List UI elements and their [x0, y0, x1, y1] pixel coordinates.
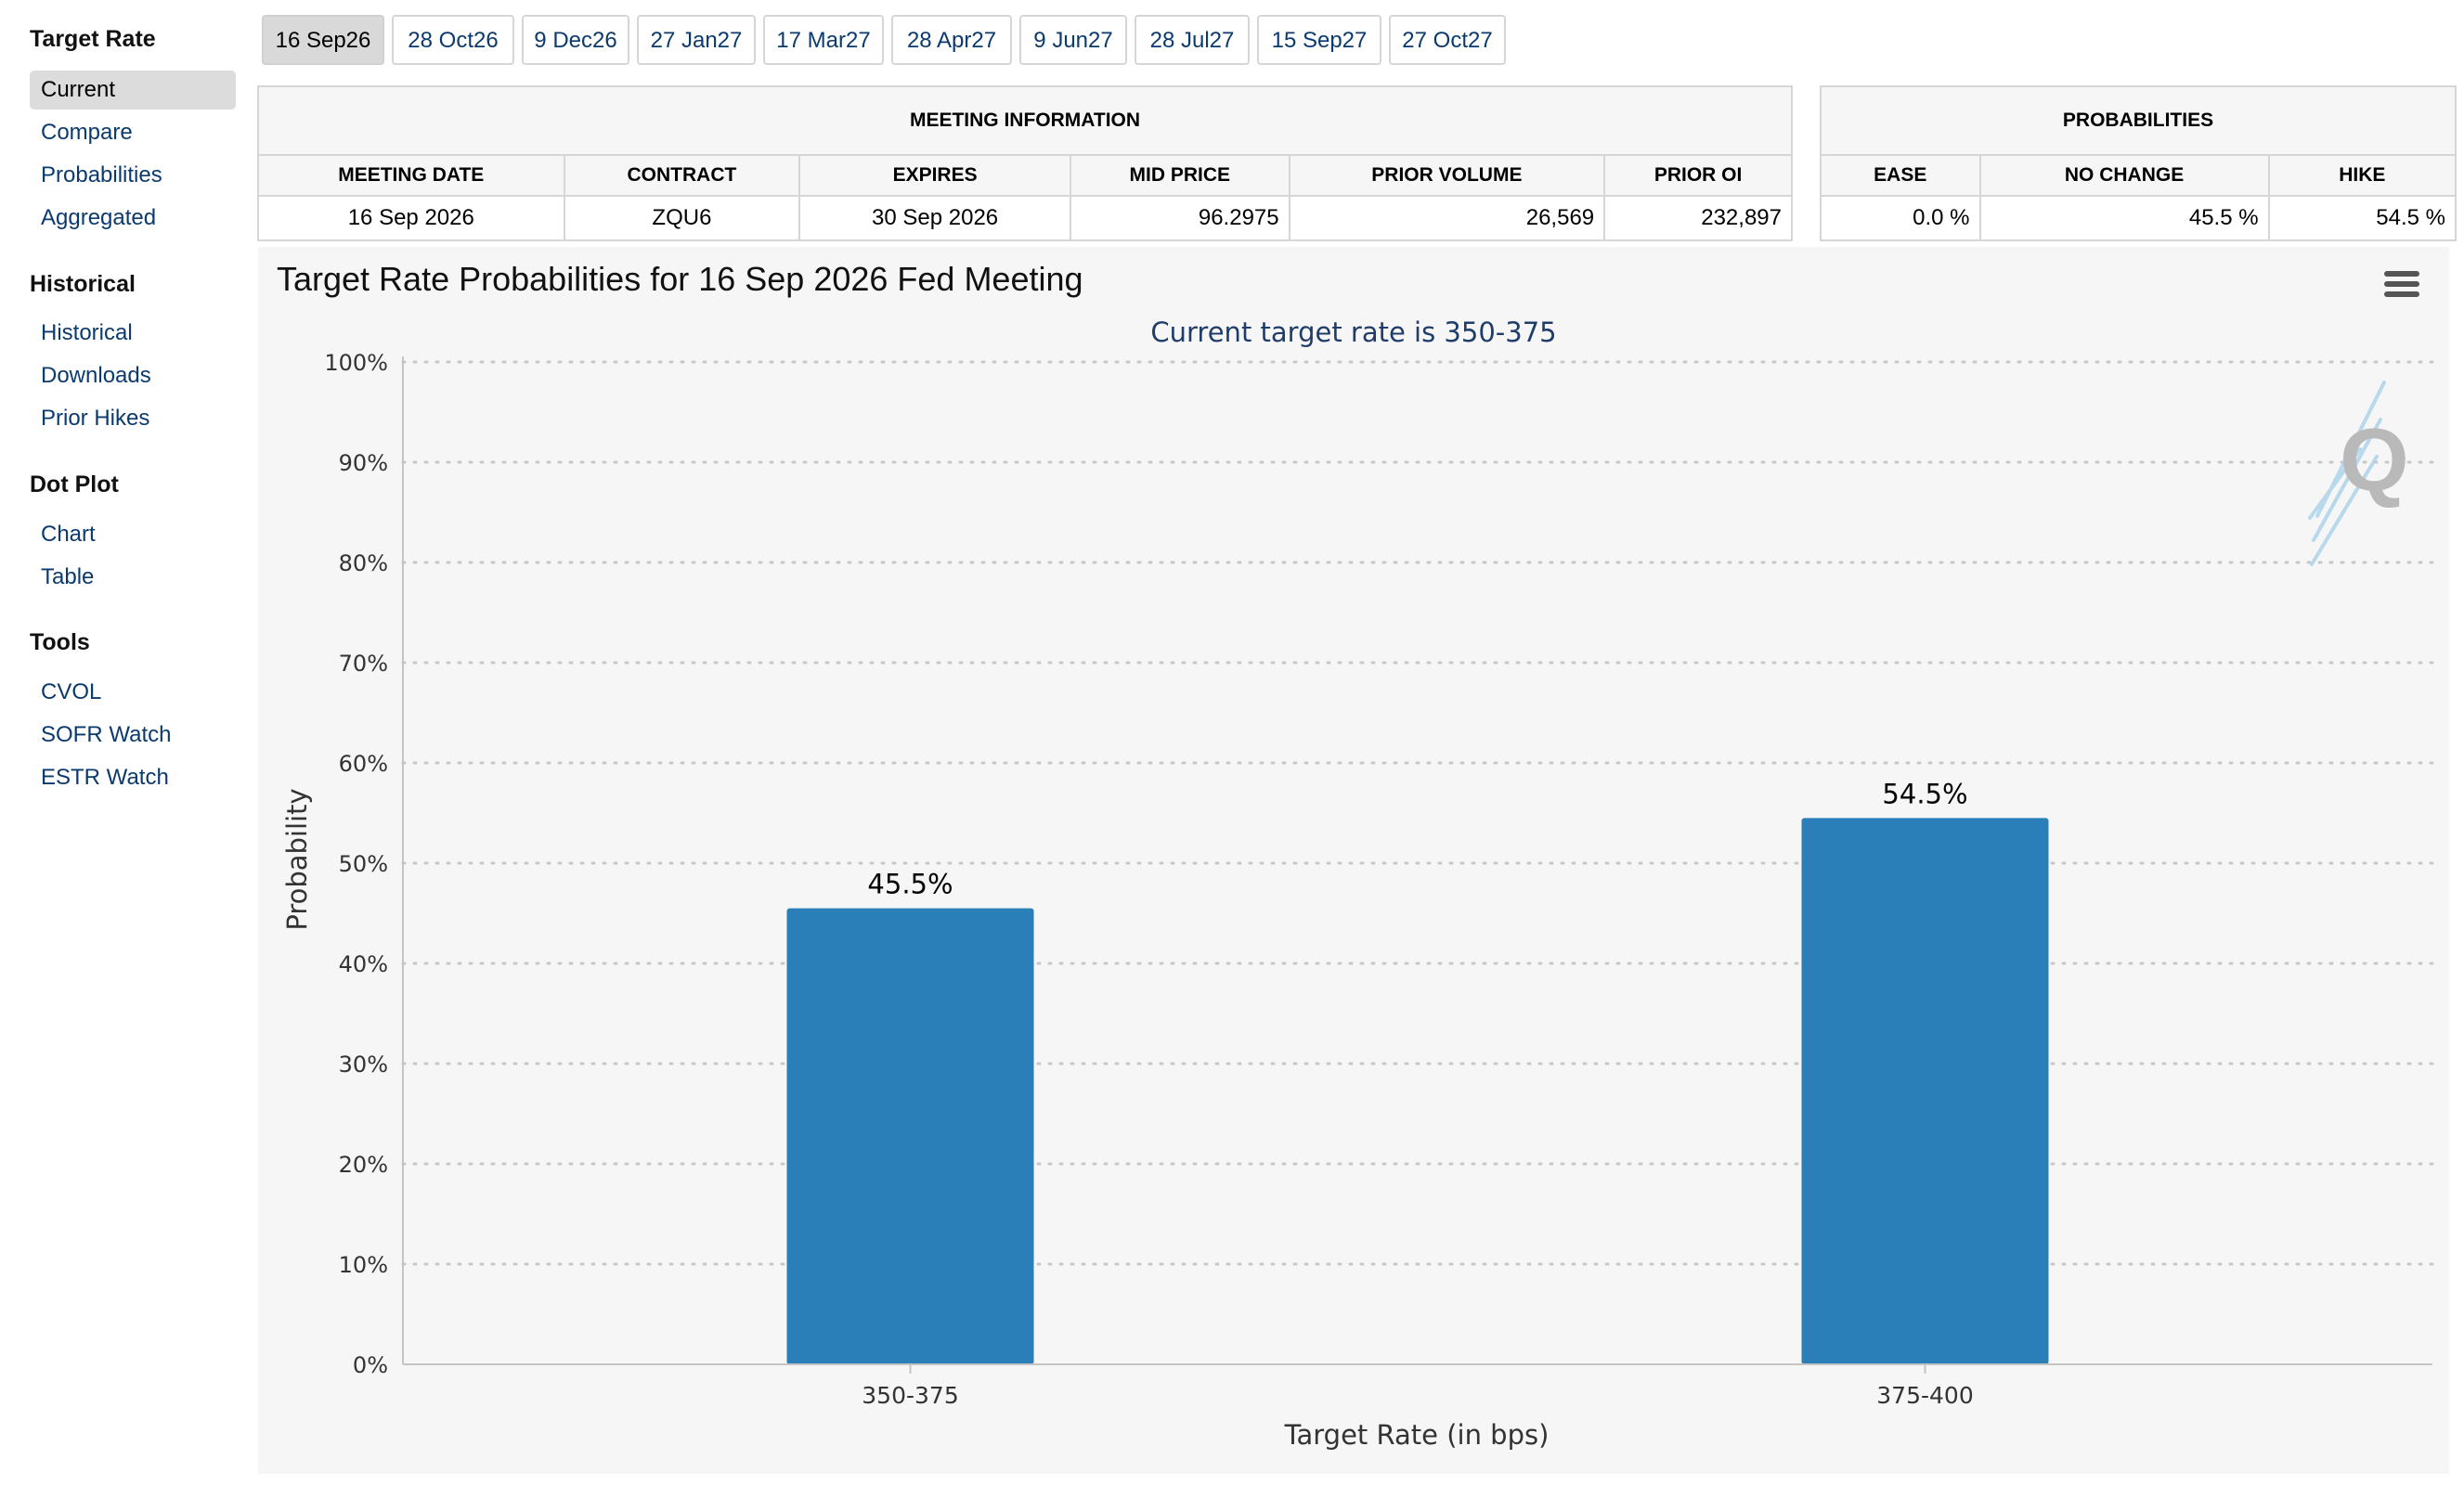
- sidebar-heading-historical: Historical: [30, 271, 136, 297]
- sidebar-item-cvol[interactable]: CVOL: [41, 679, 102, 704]
- meeting-information-table: MEETING INFORMATION MEETING DATE CONTRAC…: [257, 85, 1793, 241]
- tab-27-oct27[interactable]: 27 Oct27: [1389, 15, 1506, 65]
- sidebar-item-sofr-watch[interactable]: SOFR Watch: [41, 722, 172, 747]
- hamburger-icon[interactable]: [2384, 271, 2419, 303]
- sidebar-item-current[interactable]: Current: [30, 71, 236, 110]
- tab-9-dec26[interactable]: 9 Dec26: [522, 15, 629, 65]
- sidebar-heading-dot-plot: Dot Plot: [30, 471, 119, 497]
- y-tick-label: 60%: [339, 751, 388, 777]
- header-ease: EASE: [1820, 154, 1981, 197]
- chart-title: Target Rate Probabilities for 16 Sep 202…: [277, 260, 1083, 298]
- probabilities-title: PROBABILITIES: [1820, 85, 2457, 156]
- cell-prior-volume: 26,569: [1288, 195, 1606, 241]
- chart-subtitle: Current target rate is 350-375: [1150, 316, 1556, 348]
- header-prior-oi: PRIOR OI: [1603, 154, 1793, 197]
- bar[interactable]: [1801, 818, 2049, 1364]
- chart-panel: Target Rate Probabilities for 16 Sep 202…: [258, 247, 2449, 1474]
- y-axis-ticks: 0% 10% 20% 30% 40% 50% 60% 70% 80% 90% 100%: [324, 350, 388, 1378]
- tab-27-jan27[interactable]: 27 Jan27: [637, 15, 756, 65]
- header-no-change: NO CHANGE: [1978, 154, 2270, 197]
- tab-17-mar27[interactable]: 17 Mar27: [763, 15, 884, 65]
- probabilities-table: PROBABILITIES EASE NO CHANGE HIKE 0.0 % …: [1820, 85, 2458, 241]
- x-tick-label: 375-400: [1876, 1382, 1973, 1409]
- y-tick-label: 40%: [339, 951, 388, 977]
- cell-hike: 54.5 %: [2267, 195, 2458, 241]
- tab-15-sep27[interactable]: 15 Sep27: [1257, 15, 1381, 65]
- x-tick-label: 350-375: [862, 1382, 958, 1409]
- bars: 45.5% 54.5%: [786, 778, 2049, 1364]
- sidebar-item-historical[interactable]: Historical: [41, 320, 133, 345]
- gridlines: [401, 360, 2434, 1266]
- svg-text:Q: Q: [2340, 410, 2409, 510]
- sidebar-heading-tools: Tools: [30, 629, 90, 655]
- sidebar-item-compare[interactable]: Compare: [41, 120, 133, 145]
- data-label: 45.5%: [867, 869, 953, 900]
- probability-bar-chart: Q Current target rate is 350-375 0% 10% 20…: [281, 316, 2434, 1451]
- cell-contract: ZQU6: [563, 195, 801, 241]
- header-contract: CONTRACT: [563, 154, 801, 197]
- tab-28-oct26[interactable]: 28 Oct26: [392, 15, 514, 65]
- header-mid-price: MID PRICE: [1069, 154, 1290, 197]
- q-logo-icon: Q: [2308, 381, 2409, 566]
- cell-mid-price: 96.2975: [1069, 195, 1290, 241]
- sidebar-item-table[interactable]: Table: [41, 564, 95, 589]
- tab-9-jun27[interactable]: 9 Jun27: [1019, 15, 1127, 65]
- bar[interactable]: [786, 908, 1034, 1364]
- y-tick-label: 0%: [353, 1352, 388, 1378]
- header-hike: HIKE: [2267, 154, 2458, 197]
- y-tick-label: 10%: [339, 1252, 388, 1278]
- header-expires: EXPIRES: [798, 154, 1071, 197]
- cell-meeting-date: 16 Sep 2026: [257, 195, 565, 241]
- sidebar-item-downloads[interactable]: Downloads: [41, 363, 151, 388]
- sidebar-heading-target-rate: Target Rate: [30, 26, 156, 52]
- sidebar-item-aggregated[interactable]: Aggregated: [41, 205, 157, 230]
- y-tick-label: 50%: [339, 851, 388, 877]
- y-tick-label: 80%: [339, 550, 388, 576]
- y-tick-label: 20%: [339, 1152, 388, 1178]
- sidebar-item-chart[interactable]: Chart: [41, 522, 96, 547]
- cell-prior-oi: 232,897: [1603, 195, 1793, 241]
- sidebar: Target Rate Current Compare Probabilitie…: [0, 0, 251, 1485]
- cell-expires: 30 Sep 2026: [798, 195, 1071, 241]
- tab-28-apr27[interactable]: 28 Apr27: [891, 15, 1012, 65]
- y-tick-label: 90%: [339, 450, 388, 476]
- header-prior-volume: PRIOR VOLUME: [1288, 154, 1606, 197]
- cell-ease: 0.0 %: [1820, 195, 1981, 241]
- sidebar-item-prior-hikes[interactable]: Prior Hikes: [41, 406, 150, 431]
- y-tick-label: 30%: [339, 1052, 388, 1078]
- y-tick-label: 100%: [324, 350, 388, 376]
- sidebar-item-estr-watch[interactable]: ESTR Watch: [41, 765, 169, 790]
- x-axis-ticks: 350-375 375-400: [862, 1364, 1974, 1409]
- cell-no-change: 45.5 %: [1978, 195, 2270, 241]
- y-axis-label: Probability: [281, 788, 313, 930]
- y-tick-label: 70%: [339, 651, 388, 677]
- data-label: 54.5%: [1882, 778, 1967, 809]
- tab-28-jul27[interactable]: 28 Jul27: [1135, 15, 1250, 65]
- meeting-information-title: MEETING INFORMATION: [257, 85, 1793, 156]
- sidebar-item-probabilities[interactable]: Probabilities: [41, 162, 162, 187]
- header-meeting-date: MEETING DATE: [257, 154, 565, 197]
- tab-16-sep26[interactable]: 16 Sep26: [262, 15, 384, 65]
- x-axis-label: Target Rate (in bps): [1284, 1419, 1550, 1451]
